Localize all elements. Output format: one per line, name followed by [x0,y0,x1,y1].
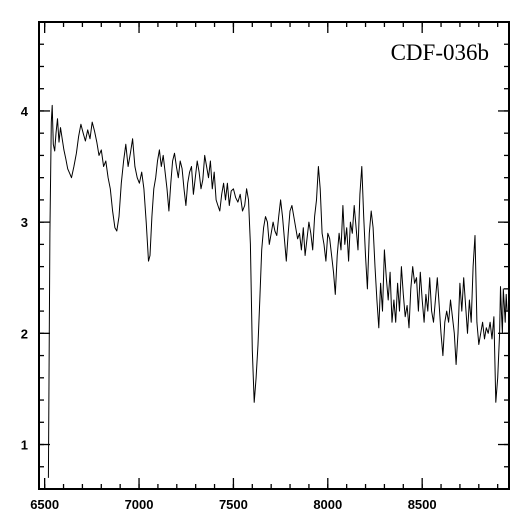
x-tick-label: 7500 [219,497,248,512]
y-tick-label: 1 [21,438,28,453]
y-tick-label: 4 [21,104,29,119]
y-tick-label: 3 [21,215,28,230]
x-tick-label: 8000 [313,497,342,512]
axis-tick-labels: 6500 7000 7500 8000 8500 1 2 3 4 [21,104,437,512]
x-tick-label: 6500 [30,497,59,512]
plot-frame [38,21,510,490]
y-tick-label: 2 [21,326,28,341]
spectrum-line [47,104,508,478]
chart-title: CDF-036b [391,40,489,65]
x-tick-label: 7000 [125,497,154,512]
axis-ticks [39,21,509,490]
x-tick-label: 8500 [408,497,437,512]
